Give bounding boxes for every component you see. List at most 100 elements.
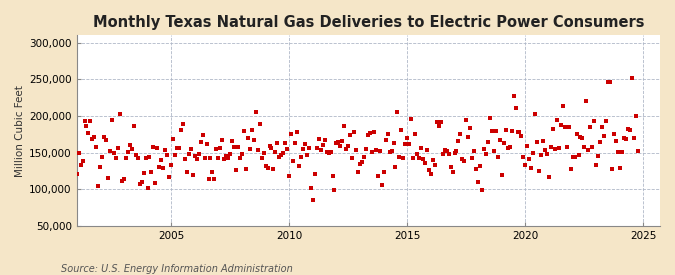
Point <box>579 145 590 149</box>
Point <box>166 163 177 167</box>
Point <box>622 127 633 132</box>
Point <box>539 148 550 152</box>
Point <box>524 156 535 161</box>
Point <box>176 128 186 132</box>
Point <box>538 139 549 143</box>
Point <box>547 127 558 131</box>
Point <box>349 130 360 134</box>
Point <box>392 109 403 114</box>
Point <box>195 139 206 144</box>
Point <box>433 124 444 128</box>
Point <box>427 158 438 163</box>
Point <box>461 118 472 123</box>
Point <box>205 156 216 160</box>
Point <box>404 142 414 147</box>
Point <box>164 175 175 179</box>
Point <box>162 153 173 157</box>
Point <box>199 156 210 161</box>
Point <box>470 167 481 172</box>
Point <box>459 159 470 163</box>
Point <box>607 167 618 171</box>
Point <box>565 166 576 171</box>
Point <box>99 135 109 139</box>
Point <box>259 150 269 155</box>
Point <box>225 152 236 156</box>
Point <box>558 104 568 108</box>
Point <box>233 145 244 150</box>
Point <box>325 150 336 155</box>
Point <box>577 136 588 141</box>
Point <box>435 120 446 124</box>
Point <box>429 163 440 167</box>
Point <box>246 128 257 133</box>
Point <box>437 152 448 156</box>
Point <box>514 130 525 134</box>
Point <box>188 173 198 177</box>
Point <box>612 150 623 154</box>
Point <box>260 164 271 169</box>
Point <box>345 133 356 138</box>
Point <box>242 136 253 141</box>
Point <box>518 155 529 159</box>
Point <box>262 166 273 170</box>
Point <box>463 135 474 139</box>
Point <box>197 133 208 137</box>
Point <box>193 152 204 157</box>
Point <box>321 150 332 154</box>
Point <box>628 136 639 140</box>
Point <box>128 124 139 128</box>
Point <box>512 130 523 135</box>
Point <box>562 144 572 149</box>
Point <box>186 147 196 151</box>
Point <box>510 106 521 110</box>
Point <box>117 179 128 184</box>
Point <box>423 168 434 172</box>
Point <box>603 80 614 84</box>
Point <box>494 138 505 142</box>
Point <box>475 164 485 168</box>
Point <box>93 184 104 188</box>
Point <box>386 148 397 153</box>
Point <box>107 118 117 123</box>
Point <box>254 122 265 126</box>
Point <box>536 152 547 157</box>
Point <box>142 186 153 191</box>
Point <box>274 155 285 160</box>
Point <box>472 180 483 184</box>
Point <box>353 170 364 175</box>
Point <box>425 172 436 176</box>
Point <box>545 145 556 149</box>
Point <box>620 137 631 141</box>
Point <box>329 187 340 192</box>
Point <box>373 174 383 178</box>
Point <box>317 142 328 147</box>
Point <box>543 175 554 179</box>
Point <box>371 148 381 153</box>
Point <box>528 151 539 156</box>
Point <box>85 119 96 123</box>
Point <box>418 156 429 161</box>
Point <box>595 140 605 144</box>
Point <box>356 160 367 164</box>
Point <box>132 156 143 160</box>
Point <box>304 146 315 151</box>
Point <box>311 146 322 150</box>
Point <box>506 128 517 133</box>
Point <box>479 147 489 152</box>
Point <box>571 132 582 137</box>
Point <box>624 128 635 132</box>
Point <box>339 124 350 128</box>
Point <box>530 112 541 116</box>
Point <box>376 183 387 188</box>
Point <box>549 147 560 151</box>
Point <box>319 138 330 142</box>
Point <box>248 138 259 142</box>
Point <box>130 153 141 157</box>
Point <box>573 152 584 157</box>
Point <box>113 146 124 150</box>
Point <box>294 164 304 168</box>
Point <box>323 151 334 155</box>
Point <box>581 98 592 103</box>
Point <box>420 161 431 165</box>
Point <box>587 145 597 150</box>
